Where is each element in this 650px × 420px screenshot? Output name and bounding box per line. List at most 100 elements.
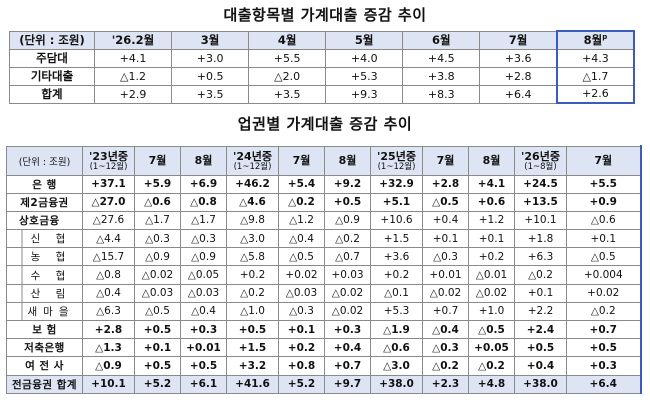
table2-row-label: 신 협 — [6, 229, 83, 249]
table2-cell: +0.2 — [370, 265, 423, 285]
table2-cell: +37.1 — [82, 174, 135, 194]
table1-cell: △1.7 — [555, 66, 636, 86]
table2-cell: △6.3 — [82, 301, 135, 322]
table2-row-label: 보 험 — [6, 319, 83, 340]
table2-row-label: 수 협 — [6, 265, 83, 285]
table2-cell: +1.2 — [468, 210, 515, 231]
table2-cell: +0.9 — [566, 192, 641, 212]
table2-cell: +0.004 — [566, 265, 641, 285]
table2-row-label: 농 협 — [6, 247, 83, 267]
table1-col-header-text: 3월 — [200, 33, 220, 47]
table2-cell: +2.8 — [82, 319, 135, 340]
table2-col-header: 8월 — [468, 145, 515, 176]
table1-row-label: 주담대 — [9, 48, 95, 68]
table1-title: 대출항목별 가계대출 증감 추이 — [223, 6, 427, 24]
table2-cell: △0.3 — [278, 301, 325, 322]
table2-col-header-sub: (1~12월) — [89, 161, 128, 172]
table2-cell: △0.5 — [566, 247, 641, 267]
table2-row: 저축은행 △1.3 +0.1 +0.01 +1.5 +0.2 +0.4 △0.6 △0.3 +0.… — [6, 338, 641, 358]
table2-cell: △1.7 — [180, 210, 227, 231]
table2-cell: +0.1 — [468, 229, 515, 249]
table1-cell: +2.9 — [93, 84, 173, 104]
table2-cell: △0.5 — [278, 247, 325, 267]
table2-col-header: 7월 — [278, 145, 325, 176]
table2-cell: △0.5 — [134, 301, 181, 322]
table2-cell: △1.0 — [226, 301, 279, 322]
table2-col-header-main: 7월 — [436, 154, 455, 167]
table1-col-header: '26.2월 — [93, 30, 173, 50]
table2-cell: △1.9 — [370, 319, 423, 340]
table1-row: 주담대 +4.1 +3.0 +5.5 +4.0 +4.5 +3.6 +4.3 — [9, 48, 636, 68]
table1-cell: +4.5 — [402, 48, 481, 68]
table2-row-label: 제2금융권 — [6, 192, 83, 212]
table1-unit-label: (단위 : 조원) — [9, 30, 95, 50]
table2-cell: +10.1 — [514, 210, 567, 231]
table2-cell: △0.5 — [468, 319, 515, 340]
table2-cell: △0.2 — [514, 265, 567, 285]
table2-row-label: 새마을 — [6, 301, 83, 322]
table2-cell: △0.2 — [422, 356, 469, 376]
table2-cell: +10.1 — [82, 374, 135, 394]
table2-cell: +5.4 — [278, 174, 325, 194]
table2-cell: △0.7 — [324, 247, 371, 267]
table2-cell: +46.2 — [226, 174, 279, 194]
table2-cell: △0.9 — [134, 247, 181, 267]
table2-cell: △1.2 — [278, 210, 325, 231]
table1-cell: +0.5 — [171, 66, 250, 86]
table2-cell: +2.8 — [422, 174, 469, 194]
table2-cell: △9.8 — [226, 210, 279, 231]
table2-cell: △0.6 — [566, 210, 641, 231]
table2-col-header-main: 7월 — [594, 154, 613, 167]
table2-cell: △3.0 — [226, 229, 279, 249]
table2-row-label: 은 행 — [6, 174, 83, 194]
preliminary-mark: p — [602, 33, 608, 42]
table2-col-header-main: '26년중 — [521, 149, 560, 163]
table2-cell: +0.1 — [566, 229, 641, 249]
table2-cell: +0.5 — [134, 356, 181, 376]
table2-cell: △0.3 — [422, 338, 469, 358]
table2-cell: △1.3 — [82, 338, 135, 358]
table2-cell: +1.5 — [370, 229, 423, 249]
table1-col-header-text: '26.2월 — [111, 33, 155, 47]
table1-col-header: 6월 — [402, 30, 481, 50]
table2-cell: +0.7 — [566, 319, 641, 340]
table2-cell: +6.1 — [180, 374, 227, 394]
table2-cell: △0.1 — [370, 283, 423, 303]
table2-cell: +0.2 — [226, 265, 279, 285]
table2-col-header-main: 8월 — [194, 154, 213, 167]
table1-cell: +3.0 — [171, 48, 250, 68]
table2-row: 상호금융 △27.6 △1.7 △1.7 △9.8 △1.2 △0.9 +10.6 +0.4 +1… — [6, 210, 641, 231]
table1-cell: +8.3 — [402, 84, 481, 104]
table2-cell: △0.9 — [324, 210, 371, 231]
table2-cell: +13.5 — [514, 192, 567, 212]
table2-cell: +4.1 — [468, 174, 515, 194]
table2-col-header-main: '25년중 — [377, 149, 416, 163]
table2-cell: +5.2 — [134, 374, 181, 394]
table2-cell: △0.2 — [566, 301, 641, 322]
table2-header-row: (단위 : 조원) '23년중 (1~12월) 7월 8월 '24년중 (1~12월) 7월 8… — [6, 145, 641, 176]
table2-cell: +3.2 — [226, 356, 279, 376]
table1-col-header: 4월 — [248, 30, 327, 50]
table1-col-header-text: 5월 — [354, 33, 374, 47]
table2-cell: +38.0 — [514, 374, 567, 394]
table2-cell: +0.8 — [278, 356, 325, 376]
table2-cell: △5.8 — [226, 247, 279, 267]
table2-cell: △0.6 — [134, 192, 181, 212]
table1-cell: +5.5 — [248, 48, 327, 68]
table2-cell: +0.3 — [566, 356, 641, 376]
table1-cell: +2.8 — [479, 66, 558, 86]
table2-cell: △0.3 — [134, 229, 181, 249]
table2-cell: +0.5 — [180, 356, 227, 376]
table2-cell: +0.4 — [324, 338, 371, 358]
table2-col-header: 8월 — [180, 145, 227, 176]
table2-cell: +5.3 — [370, 301, 423, 322]
table2-cell: +41.6 — [226, 374, 279, 394]
table2-cell: +0.02 — [566, 283, 641, 303]
table2-col-header: '25년중 (1~12월) — [370, 145, 423, 176]
table2-cell: △0.8 — [82, 265, 135, 285]
table2-col-header-main: '23년중 — [89, 149, 128, 163]
table1-col-header: 5월 — [325, 30, 404, 50]
table2-cell: +3.6 — [370, 247, 423, 267]
table2-row: 보 험 +2.8 +0.5 +0.3 +0.5 +0.1 +0.3 △1.9 △0.4 △0.5 +… — [6, 319, 641, 340]
table1-col-header-text: 8월 — [583, 33, 603, 48]
